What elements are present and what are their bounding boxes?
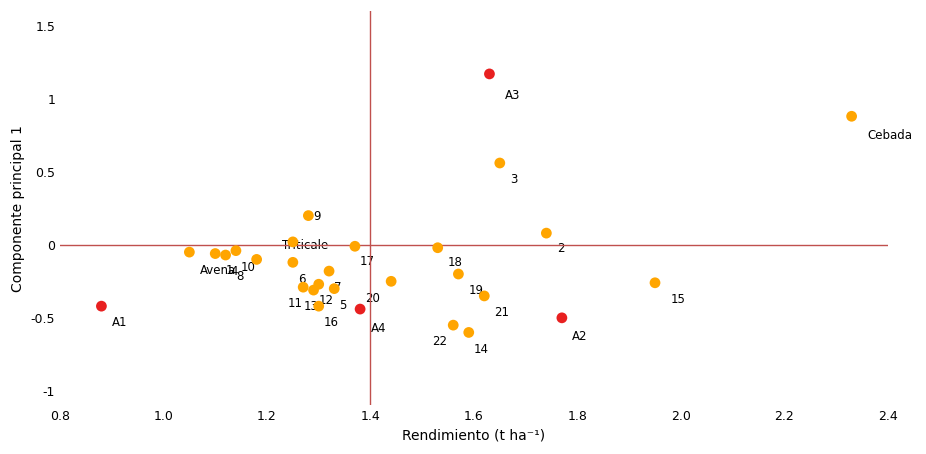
Text: 9: 9 [314, 210, 321, 223]
Point [94, 302, 109, 310]
Text: 21: 21 [494, 306, 509, 319]
Text: 2: 2 [557, 242, 564, 255]
Point [482, 70, 497, 78]
Point [451, 271, 466, 278]
Text: Avena: Avena [200, 264, 236, 277]
Text: 3: 3 [510, 173, 518, 186]
Text: 13: 13 [303, 300, 318, 313]
Point [431, 244, 445, 252]
Point [229, 247, 244, 254]
Point [285, 238, 300, 246]
Point [327, 285, 342, 292]
Point [207, 250, 222, 257]
Text: 1: 1 [226, 264, 233, 277]
Text: Cebada: Cebada [867, 129, 912, 143]
Point [383, 278, 398, 285]
Text: 17: 17 [360, 255, 375, 268]
Text: A1: A1 [112, 316, 127, 329]
Y-axis label: Componente principal 1: Componente principal 1 [11, 125, 25, 292]
Text: A2: A2 [572, 330, 588, 342]
Text: Triticale: Triticale [282, 239, 329, 252]
Text: 14: 14 [474, 343, 489, 355]
Point [182, 248, 197, 256]
Text: 5: 5 [340, 299, 346, 312]
Text: 11: 11 [288, 297, 303, 311]
Point [285, 259, 300, 266]
Point [477, 292, 492, 300]
Text: 6: 6 [298, 272, 306, 286]
X-axis label: Rendimiento (t ha⁻¹): Rendimiento (t ha⁻¹) [403, 429, 545, 443]
Point [307, 286, 321, 294]
Point [219, 252, 233, 259]
Point [845, 113, 859, 120]
Text: A3: A3 [505, 89, 520, 102]
Text: 8: 8 [236, 270, 244, 283]
Point [353, 306, 368, 313]
Text: 15: 15 [670, 293, 685, 306]
Point [311, 281, 326, 288]
Point [301, 212, 316, 219]
Text: 7: 7 [334, 281, 342, 294]
Text: 22: 22 [432, 336, 447, 348]
Point [461, 329, 476, 336]
Text: 10: 10 [241, 261, 256, 274]
Point [445, 321, 460, 329]
Text: 4: 4 [231, 265, 238, 278]
Point [295, 284, 310, 291]
Text: 20: 20 [365, 291, 381, 305]
Point [539, 229, 554, 237]
Text: 12: 12 [319, 295, 333, 307]
Point [347, 242, 362, 250]
Point [321, 267, 336, 275]
Text: 16: 16 [324, 316, 339, 329]
Text: 19: 19 [469, 284, 483, 297]
Point [555, 314, 569, 321]
Text: A4: A4 [370, 322, 386, 335]
Point [311, 302, 326, 310]
Point [249, 256, 264, 263]
Point [647, 279, 662, 286]
Text: 18: 18 [448, 257, 463, 270]
Point [493, 159, 507, 167]
